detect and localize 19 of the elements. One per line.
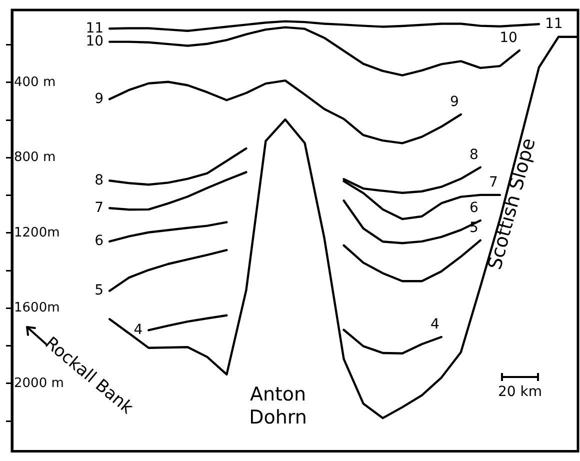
- series-label: 4: [430, 316, 440, 333]
- text: 5: [94, 282, 104, 299]
- text: 9: [94, 90, 104, 107]
- annotation: 20 km: [498, 384, 542, 400]
- series-label: 9: [450, 94, 459, 110]
- series-label: 8: [469, 146, 478, 163]
- y-tick-label: 800 m: [14, 150, 56, 166]
- y-tick-label: 1600m: [14, 300, 60, 316]
- text: 11: [544, 16, 563, 32]
- y-tick-label: 1200m: [14, 225, 60, 240]
- series-label: 6: [469, 200, 478, 216]
- series-label: 7: [489, 174, 498, 191]
- text: 8: [94, 172, 104, 188]
- annotation: Anton Dohrn: [249, 384, 307, 429]
- y-tick-label: 400 m: [14, 74, 56, 90]
- text: 6: [94, 233, 104, 250]
- series-label: 10: [500, 30, 518, 46]
- text: 4: [134, 322, 143, 338]
- text: 7: [94, 200, 104, 216]
